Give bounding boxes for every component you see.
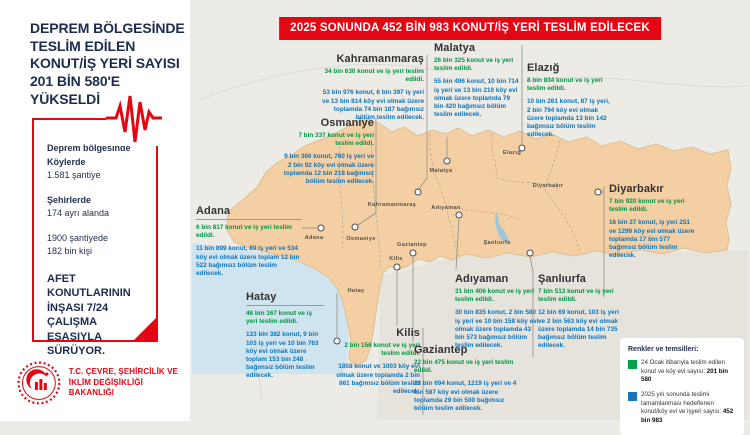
legend: Renkler ve temsilleri: 24 Ocak itibarıyl… — [620, 338, 744, 435]
svg-text:Osmaniye: Osmaniye — [346, 236, 376, 242]
planned-text: 23 bin 694 konut, 1219 iş yeri ve 4 bin … — [414, 380, 517, 412]
map-markers — [317, 144, 602, 345]
delivered-text: 7 bin 920 konut ve iş yeri teslim edildi… — [609, 198, 685, 214]
planned-text: 11 bin 899 konut, 89 iş yeri ve 534 köy … — [196, 245, 300, 277]
stat-line: 1.581 şantiye — [47, 170, 101, 180]
svg-text:Gaziantep: Gaziantep — [397, 242, 427, 248]
stat-line: Deprem bölgesinde — [47, 143, 131, 153]
legend-title: Renkler ve temsilleri: — [628, 346, 699, 353]
planned-text: 1858 konut ve 1003 köy evi olmak üzere t… — [336, 363, 420, 395]
city-block-kahramanmaras: Kahramanmaraş 34 bin 630 konut ve iş yer… — [320, 53, 424, 127]
sea-shape — [192, 243, 349, 374]
delivered-text: 34 bin 630 konut ve iş yeri teslim edild… — [324, 68, 424, 84]
planned-text: 133 bin 382 konut, 9 bin 103 iş yeri ve … — [246, 331, 319, 380]
legend-item-delivered: 24 Ocak itibarıyla teslim edilen konut v… — [628, 359, 736, 385]
planned-text: 12 bin 69 konut, 103 iş yeri ve 2 bin 56… — [538, 309, 619, 350]
planned-text: 53 bin 976 konut, 6 bin 397 iş yeri ve 1… — [322, 89, 424, 121]
province-borders — [338, 132, 581, 271]
delivered-text: 7 bin 337 konut ve iş yeri teslim edildi… — [298, 132, 374, 148]
city-block-gaziantep: Gaziantep 22 bin 475 konut ve iş yeri te… — [414, 344, 518, 418]
svg-text:Elazığ: Elazığ — [503, 150, 521, 156]
delivered-text: 8 bin 834 konut ve iş yeri teslim edildi… — [527, 77, 603, 93]
city-block-osmaniye: Osmaniye 7 bin 337 konut ve iş yeri tesl… — [282, 117, 374, 191]
svg-text:Hatay: Hatay — [348, 288, 366, 294]
stat-line: 1900 şantiyede — [47, 232, 109, 243]
city-name: Hatay — [246, 291, 324, 306]
ministry-logo — [17, 361, 61, 405]
delivered-text: 22 bin 475 konut ve iş yeri teslim edild… — [414, 359, 514, 375]
city-block-diyarbakir: Diyarbakır 7 bin 920 konut ve iş yeri te… — [609, 183, 695, 265]
green-swatch-icon — [628, 360, 637, 369]
planned-text: 55 bin 496 konut, 10 bin 714 iş yeri ve … — [434, 78, 519, 119]
city-block-adana: Adana 6 bin 817 konut ve iş yeri teslim … — [196, 205, 302, 283]
city-name: Adana — [196, 205, 302, 220]
svg-text:Adıyaman: Adıyaman — [431, 205, 461, 211]
city-block-sanliurfa: Şanlıurfa 7 bin 513 konut ve iş yeri tes… — [538, 273, 620, 355]
svg-text:Malatya: Malatya — [430, 168, 454, 174]
dam-lake — [495, 212, 510, 242]
delivered-text: 2 bin 156 konut ve iş yeri teslim edildi… — [344, 342, 420, 358]
city-name: Diyarbakır — [609, 183, 664, 195]
svg-text:Diyarbakır: Diyarbakır — [533, 183, 564, 189]
svg-text:Şanlıurfa: Şanlıurfa — [483, 240, 511, 246]
delivered-text: 31 bin 406 konut ve iş yeri teslim edild… — [455, 288, 535, 304]
headline-banner: 2025 SONUNDA 452 BİN 983 KONUT/İŞ YERİ T… — [279, 17, 661, 40]
planned-text: 16 bin 27 konut, iş yeri 251 ve 1299 köy… — [609, 219, 695, 260]
city-block-malatya: Malatya 26 bin 325 konut ve iş yeri tesl… — [434, 42, 520, 124]
stat-line: Şehirlerde — [47, 194, 92, 205]
delivered-text: 7 bin 513 konut ve iş yeri teslim edildi… — [538, 288, 614, 304]
city-name: Şanlıurfa — [538, 273, 586, 285]
planned-text: 30 bin 835 konut, 2 bin 580 iş yeri ve 1… — [455, 309, 539, 350]
delivered-text: 46 bin 167 konut ve iş yeri teslim edild… — [246, 310, 313, 326]
afet-note: AFET KONUTLARININ İNŞASI 7/24 ÇALIŞMA ES… — [47, 272, 131, 358]
city-name: Malatya — [434, 42, 476, 54]
city-block-adiyaman: Adıyaman 31 bin 406 konut ve iş yeri tes… — [455, 273, 541, 355]
ministry-name: T.C. ÇEVRE, ŞEHİRCİLİK VE İKLİM DEĞİŞİKL… — [68, 366, 178, 398]
delivered-text: 6 bin 817 konut ve iş yeri teslim edildi… — [196, 224, 292, 240]
city-name: Elazığ — [527, 62, 560, 74]
svg-text:Adana: Adana — [305, 235, 324, 241]
city-block-kilis: Kilis 2 bin 156 konut ve iş yeri teslim … — [334, 327, 420, 401]
sidebar: DEPREM BÖLGESİNDE TESLİM EDİLEN KONUT/İŞ… — [0, 0, 190, 421]
region-shape — [226, 117, 732, 368]
map-labels: Adana Osmaniye Kahramanmaraş Malatya Elazığ D… — [305, 150, 564, 294]
seismograph-icon — [106, 92, 162, 146]
stat-line: 174 ayrı alanda — [47, 208, 110, 218]
map-leaders — [302, 45, 605, 415]
city-block-hatay: Hatay 46 bin 167 konut ve iş yeri teslim… — [246, 291, 324, 386]
stat-line: 182 bin kişi — [47, 246, 93, 256]
city-name: Adıyaman — [455, 273, 509, 285]
city-name: Osmaniye — [320, 117, 374, 129]
blue-swatch-icon — [628, 392, 637, 402]
city-name: Kahramanmaraş — [336, 53, 424, 65]
svg-text:Kilis: Kilis — [389, 256, 403, 262]
svg-text:Kahramanmaraş: Kahramanmaraş — [368, 202, 416, 208]
city-name: Gaziantep — [414, 344, 468, 356]
ministry-brand: T.C. ÇEVRE, ŞEHİRCİLİK VE İKLİM DEĞİŞİKL… — [16, 360, 190, 406]
page-title: DEPREM BÖLGESİNDE TESLİM EDİLEN KONUT/İŞ… — [30, 20, 185, 107]
city-block-elazig: Elazığ 8 bin 834 konut ve iş yeri teslim… — [527, 62, 611, 144]
delivered-text: 26 bin 325 konut ve iş yeri teslim edild… — [434, 57, 514, 73]
stat-line: Köylerde — [47, 156, 86, 167]
legend-text: 24 Ocak itibarıyla teslim edilen konut v… — [641, 359, 729, 384]
planned-text: 10 bin 261 konut, 87 iş yeri, 2 bin 794 … — [527, 98, 610, 139]
info-box: Deprem bölgesinde Köylerde 1.581 şantiye… — [32, 118, 158, 357]
planned-text: 9 bin 366 konut, 760 iş yeri ve 2 bin 92… — [283, 153, 374, 185]
city-name: Kilis — [396, 327, 420, 339]
